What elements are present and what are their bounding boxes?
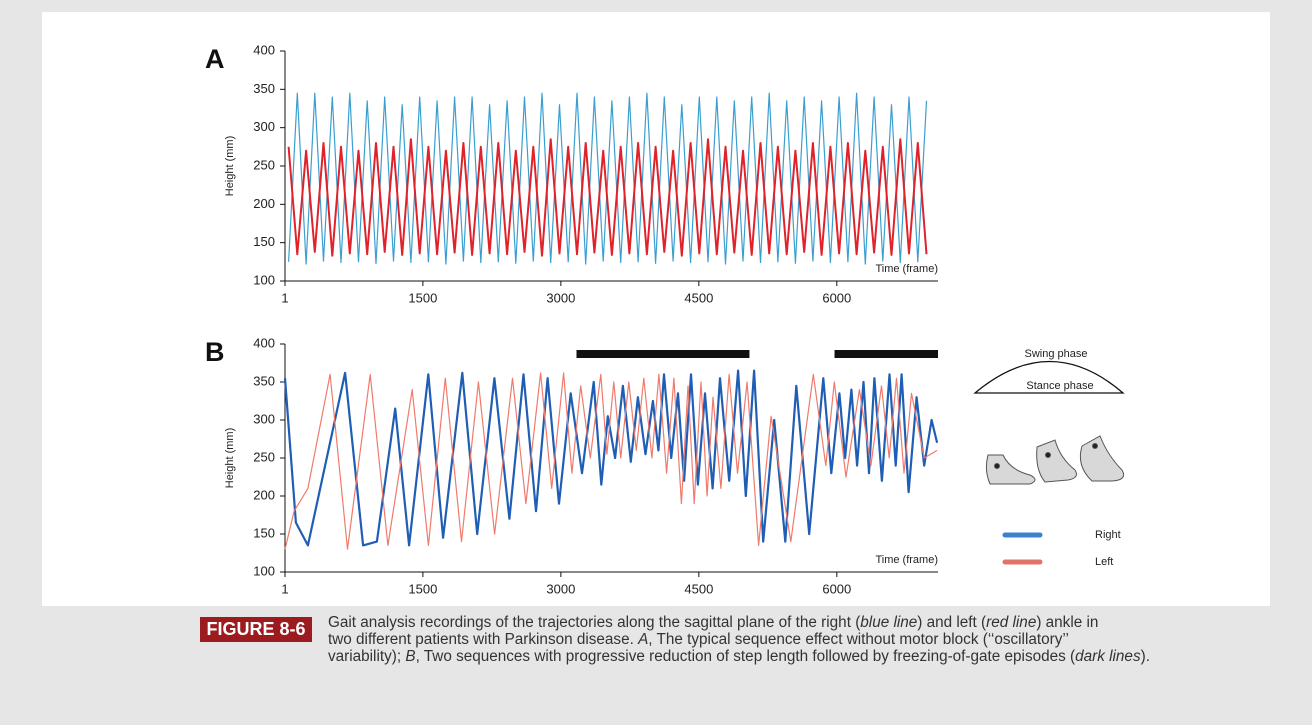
- stance-label: Stance phase: [1026, 380, 1093, 392]
- y-axis-label: Height (mm): [224, 428, 236, 489]
- y-tick-label: 150: [253, 234, 275, 249]
- legend-label: Right: [1095, 529, 1121, 541]
- y-tick-label: 250: [253, 449, 275, 464]
- caption-text: Gait analysis recordings of the trajecto…: [328, 614, 861, 631]
- y-tick-label: 400: [253, 42, 275, 57]
- caption-text: ).: [1140, 648, 1150, 665]
- figure-label: FIGURE 8-6: [200, 617, 312, 642]
- y-tick-label: 300: [253, 411, 275, 426]
- panel-letter: A: [205, 44, 225, 74]
- figure-panel: [42, 12, 1270, 606]
- x-tick-label: 3000: [546, 290, 575, 305]
- swing-label: Swing phase: [1025, 348, 1088, 360]
- x-tick-label: 6000: [822, 581, 851, 596]
- x-tick-label: 1500: [408, 290, 437, 305]
- caption-text: red line: [986, 614, 1037, 631]
- y-tick-label: 400: [253, 335, 275, 350]
- y-tick-label: 250: [253, 157, 275, 172]
- x-tick-label: 1: [281, 581, 288, 596]
- caption-text: variability);: [328, 648, 406, 665]
- x-tick-label: 4500: [684, 581, 713, 596]
- panel-letter: B: [205, 337, 225, 367]
- x-axis-label: Time (frame): [875, 263, 938, 275]
- caption-line: Gait analysis recordings of the trajecto…: [328, 614, 1150, 631]
- y-tick-label: 300: [253, 119, 275, 134]
- freeze-bar: [576, 350, 750, 358]
- caption: Gait analysis recordings of the trajecto…: [328, 614, 1150, 665]
- x-tick-label: 6000: [822, 290, 851, 305]
- figure: Swing phase Stance phase 100 150 200 250 300…: [205, 42, 1125, 596]
- series-line: [287, 138, 928, 257]
- caption-text: A: [638, 631, 649, 648]
- caption-text: ) ankle in: [1036, 614, 1099, 631]
- feet-icons: [985, 435, 1125, 485]
- x-tick-label: 1500: [408, 581, 437, 596]
- legend-label: Left: [1095, 556, 1113, 568]
- caption-text: , Two sequences with progressive reducti…: [415, 648, 1076, 665]
- caption-text: two different patients with Parkinson di…: [328, 631, 639, 648]
- y-axis-label: Height (mm): [224, 136, 236, 197]
- x-tick-label: 1: [281, 290, 288, 305]
- caption-text: dark lines: [1075, 648, 1141, 665]
- x-tick-label: 3000: [546, 581, 575, 596]
- caption-line: variability); B, Two sequences with prog…: [328, 648, 1150, 665]
- caption-text: blue line: [860, 614, 918, 631]
- caption-line: two different patients with Parkinson di…: [328, 631, 1150, 648]
- y-tick-label: 200: [253, 196, 275, 211]
- caption-text: ) and left (: [917, 614, 987, 631]
- y-tick-label: 200: [253, 487, 275, 502]
- series-line: [284, 372, 938, 550]
- series-line: [283, 369, 939, 547]
- y-tick-label: 150: [253, 525, 275, 540]
- caption-text: B: [405, 648, 416, 665]
- y-tick-label: 350: [253, 81, 275, 96]
- caption-text: , The typical sequence effect without mo…: [648, 631, 1069, 648]
- x-axis-label: Time (frame): [875, 554, 938, 566]
- y-tick-label: 100: [253, 272, 275, 287]
- y-tick-label: 100: [253, 563, 275, 578]
- freeze-bar: [834, 350, 938, 358]
- y-tick-label: 350: [253, 373, 275, 388]
- series-line: [288, 92, 928, 265]
- phase-diagram: [973, 360, 1125, 394]
- x-tick-label: 4500: [684, 290, 713, 305]
